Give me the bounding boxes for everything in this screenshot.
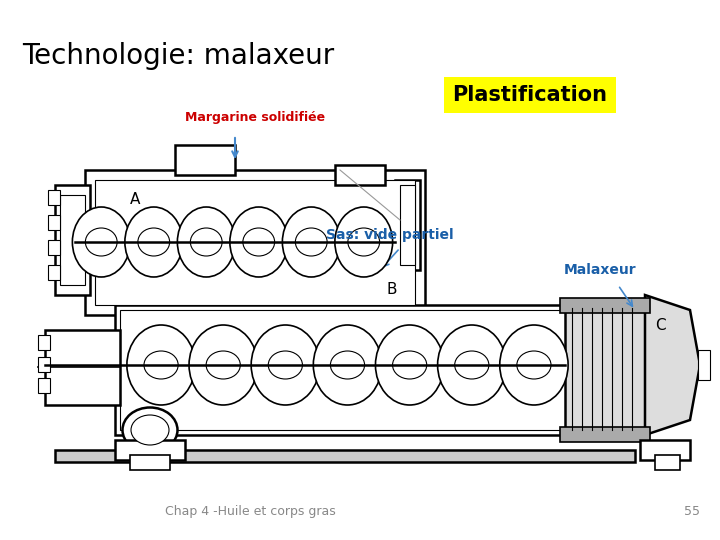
Polygon shape — [645, 295, 700, 435]
Text: Sas: vide partiel: Sas: vide partiel — [326, 228, 454, 242]
Ellipse shape — [125, 207, 183, 277]
Text: Plastification: Plastification — [452, 85, 608, 105]
Ellipse shape — [438, 325, 506, 405]
Ellipse shape — [517, 351, 551, 379]
Bar — [640, 440, 690, 460]
Bar — [55, 185, 90, 295]
Bar — [130, 455, 170, 470]
Ellipse shape — [348, 228, 379, 256]
Text: Margarine solidifiée: Margarine solidifiée — [185, 111, 325, 125]
Bar — [45, 330, 120, 405]
Bar — [48, 190, 60, 205]
Ellipse shape — [313, 325, 382, 405]
Bar — [698, 350, 710, 380]
Text: 55: 55 — [684, 505, 700, 518]
Ellipse shape — [282, 207, 340, 277]
Bar — [38, 335, 50, 350]
Bar — [395, 180, 420, 270]
Ellipse shape — [86, 228, 117, 256]
Bar — [48, 265, 60, 280]
Ellipse shape — [144, 351, 178, 379]
Ellipse shape — [335, 207, 392, 277]
Ellipse shape — [230, 207, 287, 277]
Bar — [175, 145, 235, 175]
Ellipse shape — [206, 351, 240, 379]
Ellipse shape — [127, 325, 195, 405]
Ellipse shape — [177, 207, 235, 277]
Text: Chap 4 -Huile et corps gras: Chap 4 -Huile et corps gras — [165, 505, 336, 518]
Bar — [95, 180, 415, 305]
Bar — [115, 440, 185, 460]
Bar — [38, 357, 50, 372]
Ellipse shape — [330, 351, 364, 379]
Ellipse shape — [455, 351, 489, 379]
Text: C: C — [654, 318, 665, 333]
Bar — [48, 240, 60, 255]
Text: B: B — [387, 282, 397, 298]
Ellipse shape — [131, 415, 169, 445]
Bar — [120, 310, 570, 430]
Text: Technologie: malaxeur: Technologie: malaxeur — [22, 42, 334, 70]
Bar — [60, 195, 85, 285]
Text: Malaxeur: Malaxeur — [564, 263, 636, 277]
Ellipse shape — [392, 351, 427, 379]
Bar — [85, 170, 425, 315]
Ellipse shape — [251, 325, 320, 405]
Ellipse shape — [295, 228, 327, 256]
Ellipse shape — [189, 325, 257, 405]
Ellipse shape — [122, 408, 178, 453]
Ellipse shape — [375, 325, 444, 405]
Bar — [400, 185, 415, 265]
Bar — [55, 450, 635, 462]
Bar — [335, 165, 385, 185]
Bar — [655, 455, 680, 470]
Bar — [565, 305, 645, 435]
Bar — [115, 305, 575, 435]
Bar — [38, 378, 50, 393]
Ellipse shape — [243, 228, 274, 256]
Bar — [560, 298, 650, 313]
Ellipse shape — [269, 351, 302, 379]
Text: A: A — [130, 192, 140, 207]
Ellipse shape — [500, 325, 568, 405]
Bar — [560, 427, 650, 442]
Ellipse shape — [73, 207, 130, 277]
Ellipse shape — [138, 228, 170, 256]
Ellipse shape — [190, 228, 222, 256]
Bar — [48, 215, 60, 230]
